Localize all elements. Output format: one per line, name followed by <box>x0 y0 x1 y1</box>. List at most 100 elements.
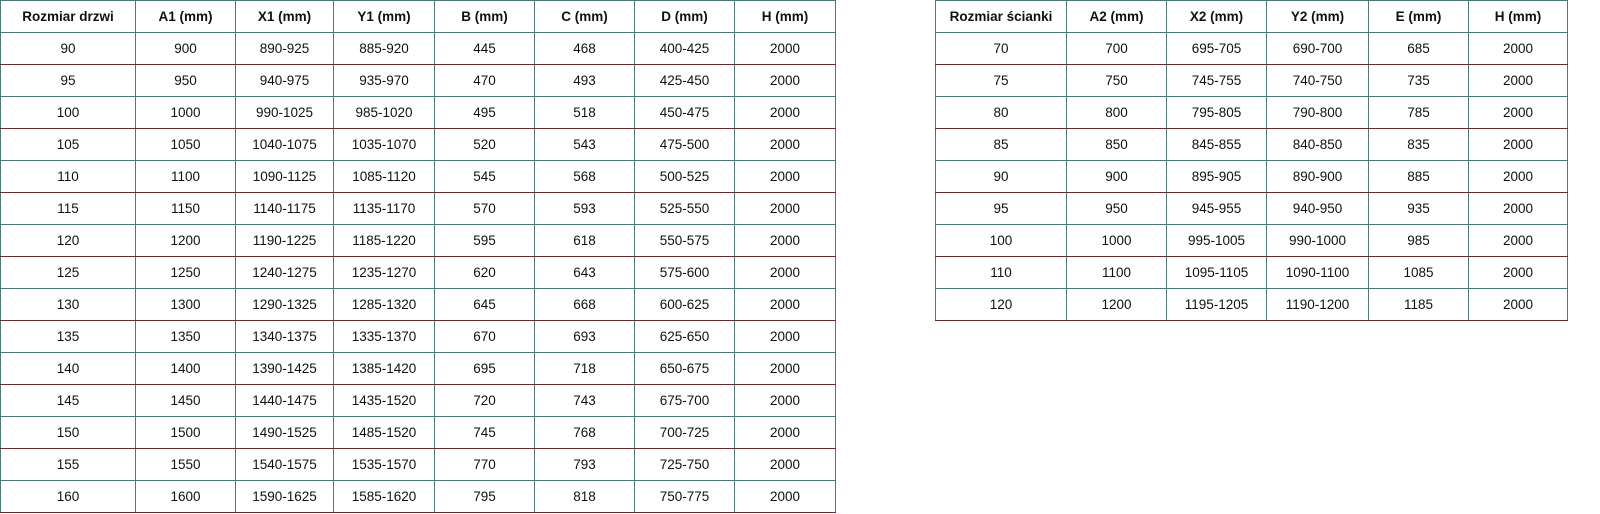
table-cell: 990-1025 <box>235 96 334 129</box>
table-row: 85 850 845-855 840-850 835 2000 <box>935 128 1568 161</box>
table-cell: 1435-1520 <box>333 384 435 417</box>
table-cell: 520 <box>434 128 535 161</box>
table-cell: 1600 <box>135 480 236 513</box>
table-cell: 900 <box>1066 160 1167 193</box>
table-cell: 600-625 <box>634 288 735 321</box>
table-row: 90 900 890-925 885-920 445 468 400-425 2000 <box>0 32 836 65</box>
table-cell: 1335-1370 <box>333 320 435 353</box>
table-cell: 1340-1375 <box>235 320 334 353</box>
header-row: Rozmiar drzwi A1 (mm) X1 (mm) Y1 (mm) B (mm)… <box>0 0 836 33</box>
table-cell: 1535-1570 <box>333 448 435 481</box>
table-cell: 100 <box>0 96 136 129</box>
table-row: 160 1600 1590-1625 1585-1620 795 818 750-775 20… <box>0 480 836 513</box>
table-cell: 740-750 <box>1266 64 1369 97</box>
table-cell: 445 <box>434 32 535 65</box>
table-row: 150 1500 1490-1525 1485-1520 745 768 700-725 20… <box>0 416 836 449</box>
table-cell: 2000 <box>734 224 836 257</box>
table-cell: 2000 <box>1468 256 1568 289</box>
table-cell: 1035-1070 <box>333 128 435 161</box>
table-cell: 2000 <box>734 320 836 353</box>
table-cell: 115 <box>0 192 136 225</box>
table-cell: 1390-1425 <box>235 352 334 385</box>
table-cell: 1000 <box>135 96 236 129</box>
table-cell: 1500 <box>135 416 236 449</box>
table-cell: 790-800 <box>1266 96 1369 129</box>
table-cell: 1195-1205 <box>1166 288 1267 321</box>
table-cell: 90 <box>0 32 136 65</box>
table-cell: 425-450 <box>634 64 735 97</box>
table-cell: 160 <box>0 480 136 513</box>
table-cell: 800 <box>1066 96 1167 129</box>
table-cell: 100 <box>935 224 1067 257</box>
table-cell: 120 <box>0 224 136 257</box>
table-row: 120 1200 1195-1205 1190-1200 1185 2000 <box>935 288 1568 321</box>
table-cell: 2000 <box>734 384 836 417</box>
table-row: 130 1300 1290-1325 1285-1320 645 668 600-625 20… <box>0 288 836 321</box>
table-cell: 718 <box>534 352 635 385</box>
table-cell: 493 <box>534 64 635 97</box>
table-cell: 735 <box>1368 64 1469 97</box>
table-cell: 695-705 <box>1166 32 1267 65</box>
table-cell: 545 <box>434 160 535 193</box>
table-cell: 1400 <box>135 352 236 385</box>
table-cell: 135 <box>0 320 136 353</box>
table-row: 100 1000 995-1005 990-1000 985 2000 <box>935 224 1568 257</box>
table-row: 120 1200 1190-1225 1185-1220 595 618 550-575 20… <box>0 224 836 257</box>
table-cell: 130 <box>0 288 136 321</box>
table-cell: 155 <box>0 448 136 481</box>
table-cell: 495 <box>434 96 535 129</box>
table-cell: 668 <box>534 288 635 321</box>
column-header: A2 (mm) <box>1066 0 1167 33</box>
table-cell: 2000 <box>734 288 836 321</box>
column-header: H (mm) <box>1468 0 1568 33</box>
table-cell: 900 <box>135 32 236 65</box>
table-cell: 150 <box>0 416 136 449</box>
table-cell: 2000 <box>1468 128 1568 161</box>
column-header: C (mm) <box>534 0 635 33</box>
table-cell: 625-650 <box>634 320 735 353</box>
table-cell: 2000 <box>1468 192 1568 225</box>
table-cell: 90 <box>935 160 1067 193</box>
table-cell: 768 <box>534 416 635 449</box>
table-cell: 650-675 <box>634 352 735 385</box>
table-cell: 950 <box>1066 192 1167 225</box>
table-cell: 1085 <box>1368 256 1469 289</box>
table-cell: 818 <box>534 480 635 513</box>
table-cell: 95 <box>935 192 1067 225</box>
table-cell: 1135-1170 <box>333 192 435 225</box>
table-cell: 995-1005 <box>1166 224 1267 257</box>
table-cell: 568 <box>534 160 635 193</box>
table-cell: 670 <box>434 320 535 353</box>
table-row: 145 1450 1440-1475 1435-1520 720 743 675-700 20… <box>0 384 836 417</box>
table-cell: 1000 <box>1066 224 1167 257</box>
column-header: B (mm) <box>434 0 535 33</box>
table-cell: 745 <box>434 416 535 449</box>
table-row: 80 800 795-805 790-800 785 2000 <box>935 96 1568 129</box>
table-cell: 593 <box>534 192 635 225</box>
table-cell: 695 <box>434 352 535 385</box>
table-cell: 693 <box>534 320 635 353</box>
table-cell: 110 <box>0 160 136 193</box>
column-header: Rozmiar drzwi <box>0 0 136 33</box>
table-cell: 1235-1270 <box>333 256 435 289</box>
table-cell: 120 <box>935 288 1067 321</box>
table-cell: 550-575 <box>634 224 735 257</box>
table-cell: 618 <box>534 224 635 257</box>
table-cell: 2000 <box>1468 96 1568 129</box>
table-cell: 940-975 <box>235 64 334 97</box>
table-cell: 795-805 <box>1166 96 1267 129</box>
table-cell: 575-600 <box>634 256 735 289</box>
table-cell: 745-755 <box>1166 64 1267 97</box>
table-cell: 1185-1220 <box>333 224 435 257</box>
column-header: X1 (mm) <box>235 0 334 33</box>
table-cell: 793 <box>534 448 635 481</box>
table-cell: 890-925 <box>235 32 334 65</box>
table-cell: 1590-1625 <box>235 480 334 513</box>
table-cell: 1190-1200 <box>1266 288 1369 321</box>
table-cell: 890-900 <box>1266 160 1369 193</box>
table-cell: 770 <box>434 448 535 481</box>
table-cell: 743 <box>534 384 635 417</box>
table-cell: 2000 <box>1468 288 1568 321</box>
table-cell: 1440-1475 <box>235 384 334 417</box>
table-cell: 785 <box>1368 96 1469 129</box>
